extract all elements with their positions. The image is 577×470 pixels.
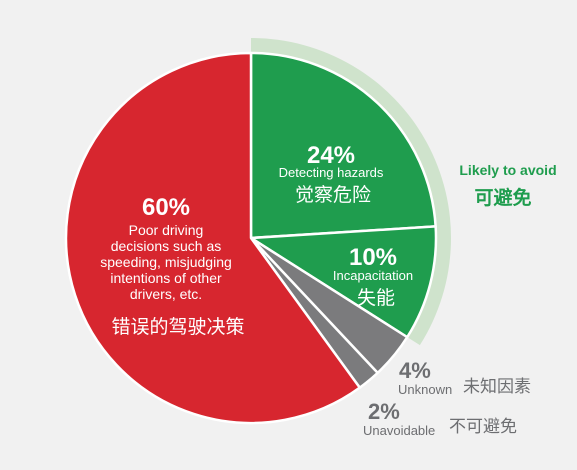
group-arc-likely-to-avoid xyxy=(251,38,451,346)
pie-slice-4 xyxy=(64,51,361,425)
group-label-en: Likely to avoid xyxy=(459,162,556,178)
slice-label-desc-3: Unavoidable xyxy=(363,423,435,438)
slice-label-zh-1: 失能 xyxy=(357,287,395,309)
slice-label-desc-4-line-3: intentions of other xyxy=(110,270,222,286)
slice-label-zh-4: 错误的驾驶决策 xyxy=(111,316,244,338)
slice-label-pct-0: 24% xyxy=(307,142,355,169)
slice-label-zh-3: 不可避免 xyxy=(449,417,517,436)
pie-slice-1 xyxy=(249,225,438,339)
slice-label-desc-2: Unknown xyxy=(398,382,452,397)
slice-label-pct-1: 10% xyxy=(349,244,397,271)
slice-label-desc-4-line-0: Poor driving xyxy=(129,222,204,238)
slice-label-zh-0: 觉察危险 xyxy=(295,184,371,206)
slice-label-desc-4-line-4: drivers, etc. xyxy=(130,286,202,302)
slice-label-desc-1: Incapacitation xyxy=(333,268,413,283)
slice-label-pct-3: 2% xyxy=(368,399,400,424)
slice-label-desc-4-line-2: speeding, misjudging xyxy=(100,254,232,270)
group-label-zh: 可避免 xyxy=(474,186,531,209)
slice-label-desc-0: Detecting hazards xyxy=(279,165,384,180)
slice-label-zh-2: 未知因素 xyxy=(463,377,531,396)
slice-label-pct-4: 60% xyxy=(142,194,190,221)
pie-slice-0 xyxy=(249,51,437,240)
slice-label-desc-4-line-1: decisions such as xyxy=(111,238,222,254)
slice-label-pct-2: 4% xyxy=(399,358,431,383)
